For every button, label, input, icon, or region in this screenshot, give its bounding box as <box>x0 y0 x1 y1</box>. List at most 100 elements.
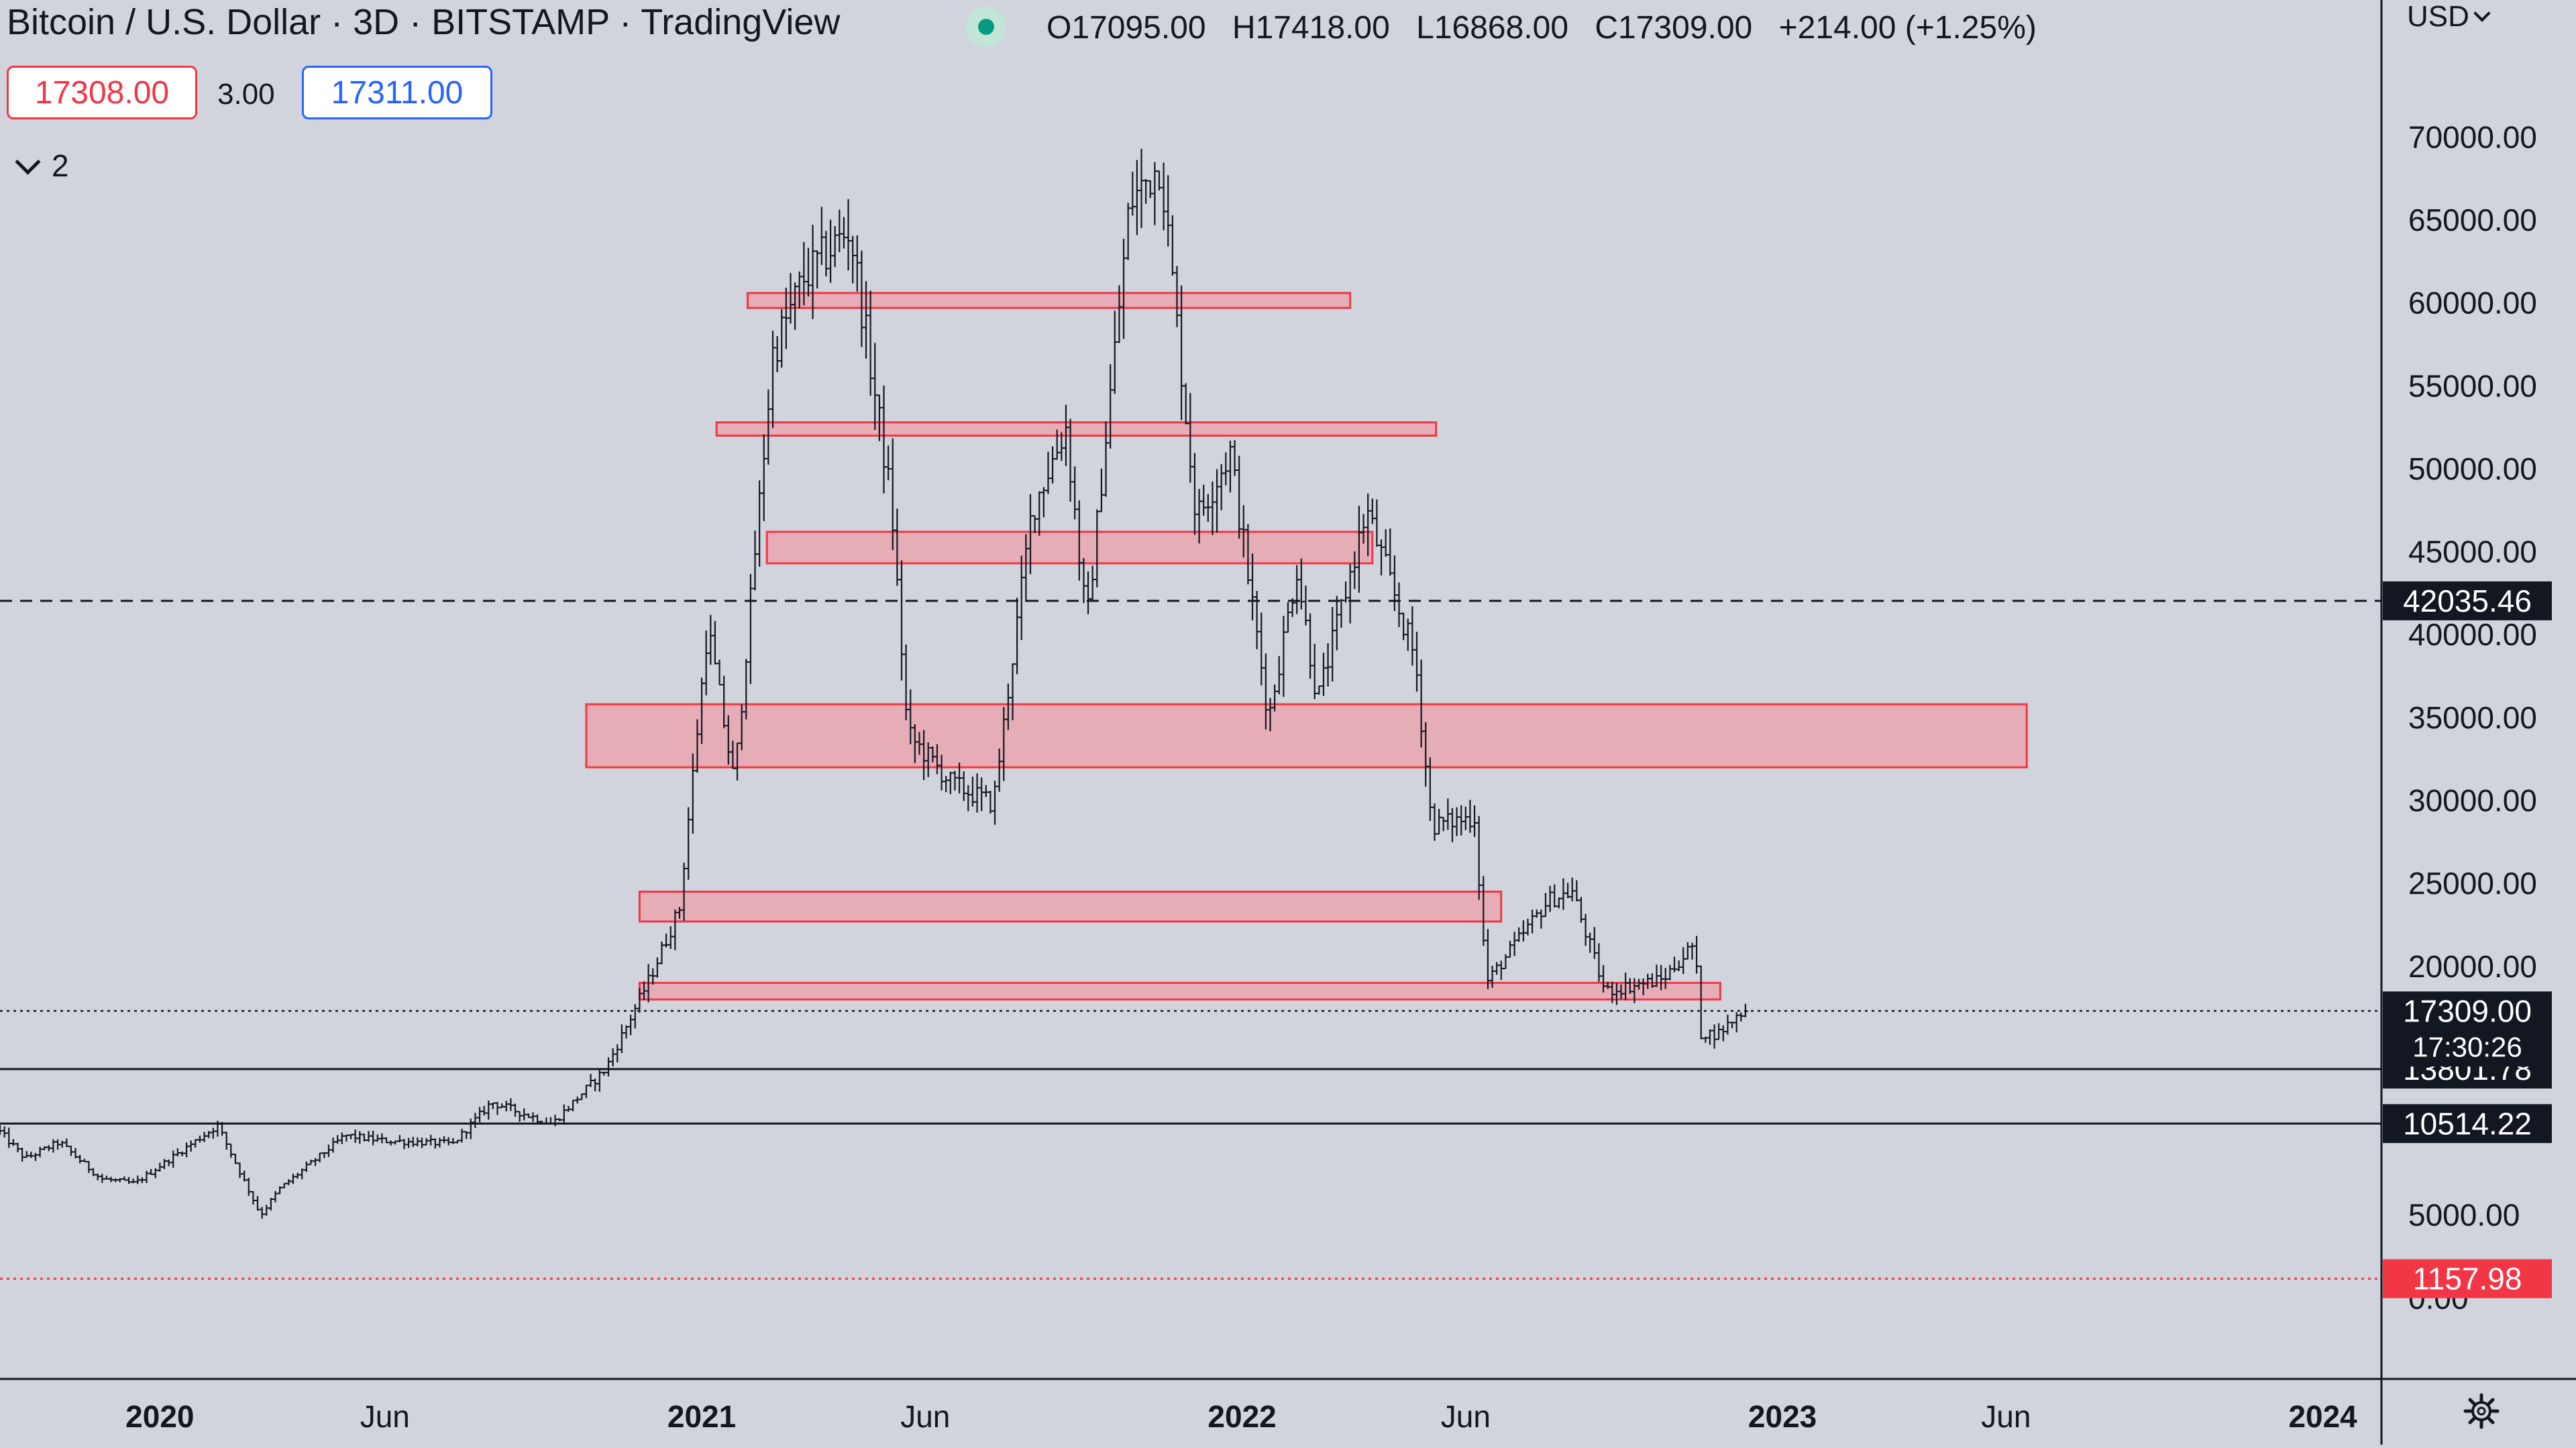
currency-dropdown[interactable]: USD <box>2407 0 2491 34</box>
hline-price-label-2: 10514.22 <box>2403 1106 2532 1141</box>
ohlc-bar <box>339 1132 345 1144</box>
ohlc-bar <box>1036 491 1042 536</box>
ohlc-bar <box>1707 1029 1713 1045</box>
ohlc-bar <box>1134 160 1140 235</box>
ohlc-bar <box>415 1137 421 1147</box>
ohlc-bar <box>1334 596 1340 651</box>
zone-rect-4 <box>638 890 1503 923</box>
ohlc-bar <box>1294 565 1300 614</box>
ohlc-bar <box>837 209 843 252</box>
ohlc-bar <box>513 1103 518 1117</box>
gear-icon[interactable] <box>2463 1392 2500 1430</box>
ohlc-bar <box>23 1151 30 1158</box>
ohlc-bar <box>352 1129 358 1144</box>
ohlc-bar <box>1214 469 1220 533</box>
ohlc-bar <box>59 1140 65 1148</box>
y-tick-label: 45000.00 <box>2408 535 2537 569</box>
ohlc-bar <box>1191 453 1197 535</box>
ohlc-bar <box>1320 653 1326 696</box>
ohlc-bar <box>15 1142 21 1153</box>
ohlc-bar <box>264 1205 270 1216</box>
ohlc-bar <box>952 771 958 791</box>
ohlc-high: 17418.00 <box>1255 10 1390 46</box>
ohlc-bar <box>1369 498 1375 524</box>
x-tick-label: Jun <box>360 1399 410 1434</box>
ohlc-bar <box>592 1078 598 1092</box>
buy-button[interactable]: 17311.00 <box>302 66 492 119</box>
ohlc-bar <box>86 1161 92 1173</box>
ohlc-bar <box>472 1113 478 1128</box>
ohlc-bar <box>1432 803 1438 841</box>
ohlc-bar <box>1040 487 1046 518</box>
hline-price-label-0: 42035.46 <box>2403 583 2532 618</box>
ohlc-bar <box>28 1152 34 1158</box>
ohlc-bar <box>1720 1025 1726 1042</box>
y-tick-label: 35000.00 <box>2408 700 2537 735</box>
ohlc-bar <box>517 1111 523 1122</box>
ohlc-bar <box>1716 1023 1722 1040</box>
ohlc-bar <box>1396 582 1402 628</box>
ohlc-bar <box>1227 440 1233 493</box>
ohlc-bar <box>1543 893 1548 917</box>
ohlc-bar <box>1529 909 1536 934</box>
ohlc-bar <box>259 1207 265 1219</box>
ohlc-bar <box>818 207 824 266</box>
ohlc-bar <box>1449 807 1455 842</box>
ohlc-bar <box>50 1139 56 1153</box>
ohlc-bar <box>667 926 674 949</box>
ohlc-bar <box>1503 954 1509 970</box>
ohlc-bar <box>32 1153 38 1162</box>
indicators-collapse-toggle[interactable]: 2 <box>15 148 69 184</box>
ohlc-bar <box>406 1137 412 1148</box>
ohlc-bar <box>1565 883 1571 899</box>
ohlc-bar <box>1303 586 1309 626</box>
ohlc-bar <box>170 1150 176 1168</box>
ohlc-bar <box>330 1137 336 1153</box>
ohlc-bar <box>37 1146 43 1158</box>
ohlc-bars-layer <box>0 148 1748 1219</box>
ohlc-bar <box>943 776 949 793</box>
ohlc-bar <box>823 231 829 277</box>
ohlc-bar <box>1072 466 1078 520</box>
ohlc-bar <box>1210 481 1216 535</box>
ohlc-open-label: O <box>1046 10 1072 46</box>
ohlc-bar <box>1383 529 1389 557</box>
ohlc-change: +214.00 (+1.25%) <box>1778 10 2037 46</box>
ohlc-bar <box>1591 927 1597 959</box>
ohlc-bar <box>490 1102 496 1109</box>
ohlc-bar <box>1409 606 1415 666</box>
ohlc-bar <box>885 445 892 481</box>
ohlc-bar <box>1391 555 1397 612</box>
zone-rect-1 <box>715 421 1438 437</box>
ohlc-bar <box>1684 942 1690 960</box>
ohlc-bar <box>814 250 820 289</box>
ohlc-open: 17095.00 <box>1071 10 1206 46</box>
ohlc-bar <box>1218 463 1224 510</box>
ohlc-bar <box>1201 484 1207 516</box>
ohlc-bar <box>1454 807 1460 836</box>
sell-button[interactable]: 17308.00 <box>7 66 197 119</box>
ohlc-low: 16868.00 <box>1434 10 1569 46</box>
ohlc-bar <box>1494 962 1500 975</box>
hlines-layer <box>0 600 2381 1280</box>
ohlc-bar <box>1689 942 1695 960</box>
ohlc-bar <box>961 771 967 801</box>
ohlc-bar <box>419 1137 425 1148</box>
ohlc-bar <box>6 1127 12 1148</box>
last-price-label: 17309.00 <box>2403 993 2532 1028</box>
zone-rect-2 <box>765 531 1374 565</box>
ohlc-bar <box>0 1125 3 1135</box>
ohlc-bar <box>1125 203 1131 260</box>
ohlc-bar <box>481 1105 487 1116</box>
ohlc-bar <box>1307 613 1313 679</box>
x-tick-label: Jun <box>1441 1399 1491 1434</box>
ohlc-bar <box>1281 616 1287 698</box>
ohlc-bar <box>1098 468 1104 512</box>
ohlc-bar <box>686 807 692 880</box>
ohlc-bar <box>606 1057 612 1076</box>
ohlc-bar <box>1725 1014 1731 1035</box>
ohlc-bar <box>1498 960 1504 981</box>
ohlc-bar <box>752 531 758 591</box>
